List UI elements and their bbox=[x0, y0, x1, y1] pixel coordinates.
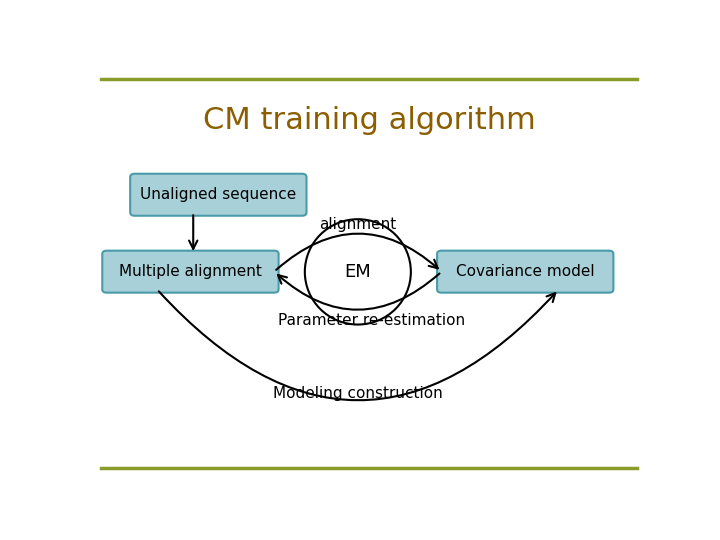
Text: Modeling construction: Modeling construction bbox=[273, 386, 443, 401]
FancyBboxPatch shape bbox=[102, 251, 279, 293]
FancyBboxPatch shape bbox=[437, 251, 613, 293]
FancyArrowPatch shape bbox=[276, 234, 438, 270]
Text: alignment: alignment bbox=[319, 218, 397, 232]
FancyArrowPatch shape bbox=[159, 292, 555, 400]
Text: Unaligned sequence: Unaligned sequence bbox=[140, 187, 297, 202]
Text: EM: EM bbox=[344, 263, 372, 281]
Text: Covariance model: Covariance model bbox=[456, 264, 595, 279]
Text: Parameter re-estimation: Parameter re-estimation bbox=[278, 313, 465, 328]
Text: Multiple alignment: Multiple alignment bbox=[119, 264, 262, 279]
Text: CM training algorithm: CM training algorithm bbox=[202, 106, 536, 136]
FancyBboxPatch shape bbox=[130, 174, 307, 216]
FancyArrowPatch shape bbox=[278, 273, 439, 310]
